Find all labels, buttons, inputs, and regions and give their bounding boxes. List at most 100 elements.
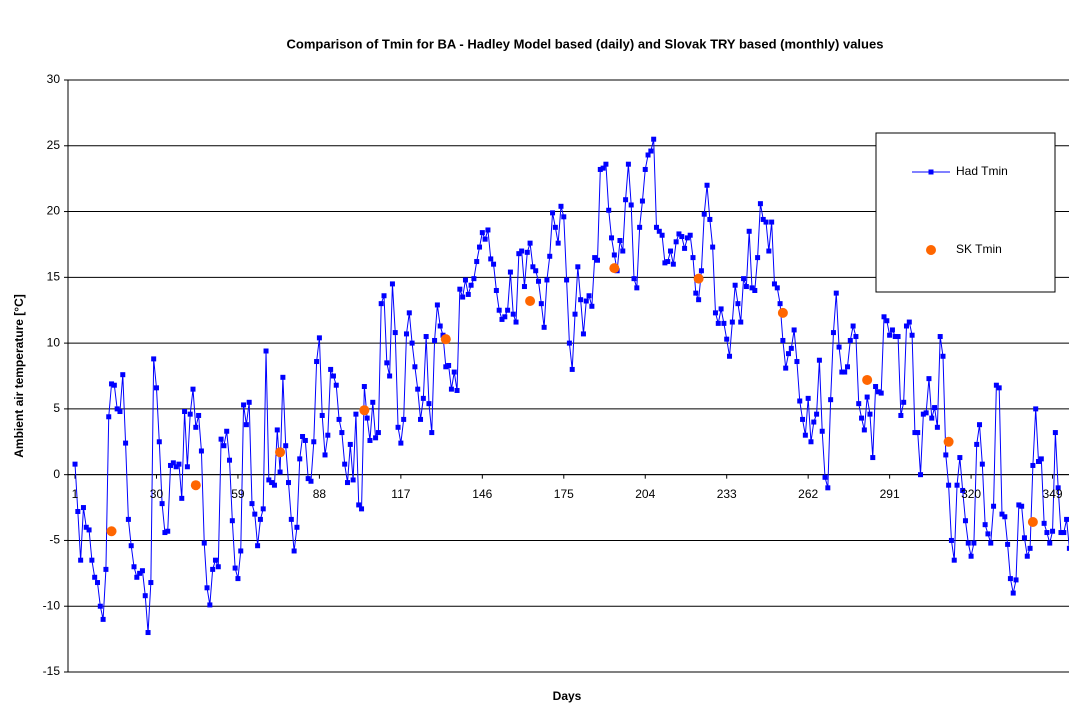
marker	[875, 389, 881, 395]
marker	[833, 290, 839, 296]
marker	[201, 540, 207, 546]
marker	[1041, 520, 1047, 526]
marker	[356, 502, 362, 508]
marker	[80, 505, 86, 511]
marker	[420, 395, 426, 401]
legend-label: Had Tmin	[956, 164, 1008, 178]
marker	[1016, 502, 1022, 508]
marker	[985, 531, 991, 537]
marker	[693, 290, 699, 296]
marker	[696, 297, 702, 303]
marker	[389, 281, 395, 287]
marker	[828, 397, 834, 403]
marker	[462, 277, 468, 283]
marker	[589, 303, 595, 309]
marker	[783, 365, 789, 371]
marker	[932, 405, 938, 411]
marker	[853, 334, 859, 340]
marker	[555, 240, 561, 246]
marker	[328, 366, 334, 372]
marker	[159, 501, 165, 507]
marker	[412, 364, 418, 370]
marker	[516, 251, 522, 257]
marker	[218, 436, 224, 442]
marker	[918, 472, 924, 478]
marker	[1052, 430, 1058, 436]
marker	[830, 330, 836, 336]
marker	[190, 480, 201, 491]
marker	[1021, 535, 1027, 541]
marker	[471, 276, 477, 282]
marker	[190, 386, 196, 392]
marker	[547, 253, 553, 259]
marker	[878, 390, 884, 396]
marker	[325, 432, 331, 438]
marker	[693, 273, 704, 284]
marker	[735, 301, 741, 307]
marker	[75, 509, 81, 515]
marker	[960, 487, 966, 493]
marker	[757, 201, 763, 207]
marker	[530, 264, 536, 270]
marker	[496, 307, 502, 313]
marker	[1030, 462, 1036, 468]
marker	[541, 324, 547, 330]
marker	[109, 381, 115, 387]
marker	[934, 424, 940, 430]
marker	[387, 373, 393, 379]
marker	[198, 448, 204, 454]
marker	[502, 314, 508, 320]
marker	[797, 398, 803, 404]
marker	[788, 345, 794, 351]
marker	[1036, 459, 1042, 465]
x-tick-label: 291	[880, 487, 900, 501]
y-tick-label: 10	[47, 335, 61, 349]
marker	[142, 593, 148, 599]
marker	[1010, 590, 1016, 596]
marker	[482, 236, 488, 242]
marker	[123, 440, 129, 446]
marker	[1050, 528, 1056, 534]
marker	[718, 306, 724, 312]
marker	[319, 412, 325, 418]
marker	[743, 284, 749, 290]
marker	[623, 197, 629, 203]
marker	[609, 263, 620, 274]
marker	[682, 245, 688, 251]
marker	[153, 385, 159, 391]
marker	[583, 298, 589, 304]
marker	[1033, 406, 1039, 412]
marker	[507, 269, 513, 275]
marker	[330, 373, 336, 379]
marker	[78, 557, 84, 563]
marker	[375, 430, 381, 436]
marker	[802, 432, 808, 438]
marker	[381, 293, 387, 299]
marker	[679, 234, 685, 240]
marker	[316, 335, 322, 341]
marker	[207, 602, 213, 608]
marker	[558, 203, 564, 209]
marker	[569, 366, 575, 372]
marker	[965, 540, 971, 546]
marker	[920, 411, 926, 417]
marker	[353, 411, 359, 417]
marker	[106, 526, 117, 537]
marker	[92, 574, 98, 580]
marker	[856, 401, 862, 407]
x-tick-label: 262	[798, 487, 818, 501]
marker	[566, 340, 572, 346]
marker	[156, 439, 162, 445]
x-tick-label: 175	[554, 487, 574, 501]
marker	[227, 457, 233, 463]
x-tick-label: 349	[1043, 487, 1063, 501]
marker	[418, 416, 424, 422]
marker	[432, 337, 438, 343]
marker	[915, 430, 921, 436]
x-tick-label: 146	[472, 487, 492, 501]
x-tick-label: 88	[313, 487, 327, 501]
marker	[844, 364, 850, 370]
marker	[448, 386, 454, 392]
marker	[342, 461, 348, 467]
marker	[946, 482, 952, 488]
